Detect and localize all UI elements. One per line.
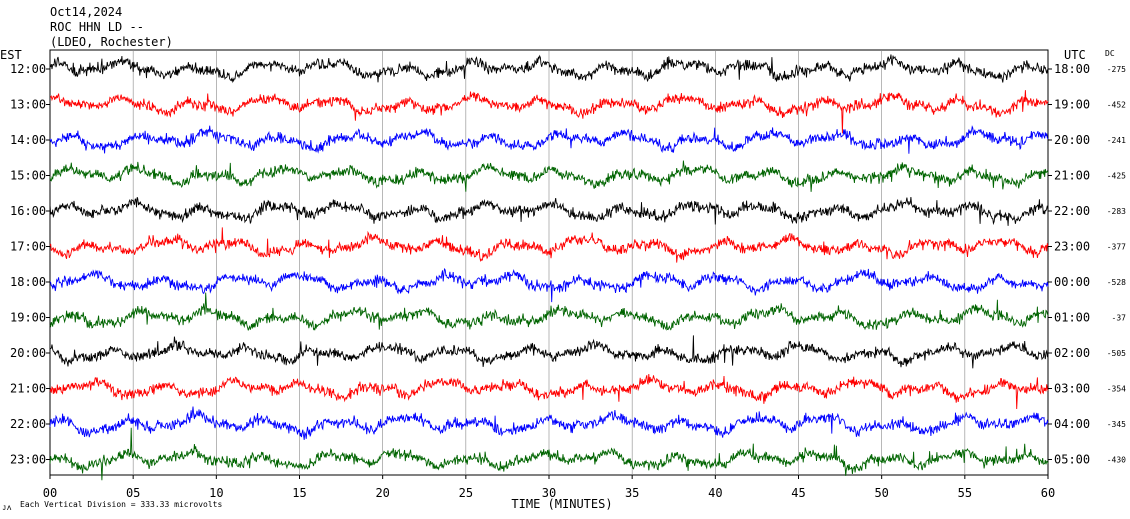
x-axis-title: TIME (MINUTES) [511,497,612,511]
utc-hour-label: 22:00 [1054,204,1090,218]
header-network: (LDEO, Rochester) [50,35,173,49]
x-tick-label: 40 [708,486,722,500]
est-hour-label: 15:00 [10,169,46,183]
dc-offset-label: -275 [1107,65,1126,74]
dc-offset-label: -528 [1107,278,1126,287]
utc-axis-title: UTC [1064,48,1086,62]
scale-note: Each Vertical Division = 333.33 microvol… [20,500,222,509]
dc-offset-label: -283 [1107,207,1126,216]
utc-hour-label: 03:00 [1054,382,1090,396]
x-tick-label: 25 [459,486,473,500]
utc-hour-label: 01:00 [1054,311,1090,325]
utc-hour-label: 05:00 [1054,453,1090,467]
x-tick-label: 20 [375,486,389,500]
x-tick-label: 10 [209,486,223,500]
trace-line [49,196,1049,226]
trace-lines [49,54,1049,481]
trace-line [49,160,1049,192]
scale-marker-icon: ᴊᴧ [2,503,12,512]
header-station: ROC HHN LD -- [50,20,144,34]
trace-line [49,427,1049,481]
est-hour-label: 18:00 [10,275,46,289]
est-hour-label: 22:00 [10,417,46,431]
trace-line [49,267,1049,303]
trace-line [49,406,1049,440]
row-labels: 12:00 18:00 -275 13:00 19:00 -452 14:00 20:00 -2… [10,62,1126,467]
utc-hour-label: 20:00 [1054,133,1090,147]
x-tick-label: 45 [791,486,805,500]
est-hour-label: 16:00 [10,204,46,218]
est-hour-label: 14:00 [10,133,46,147]
x-tick-label: 15 [292,486,306,500]
dc-offset-label: -425 [1107,172,1126,181]
trace-line [50,90,1049,134]
x-tick-label: 30 [542,486,556,500]
x-tick-label: 60 [1041,486,1055,500]
x-tick-label: 00 [43,486,57,500]
est-hour-label: 19:00 [10,311,46,325]
dc-offset-label: -354 [1107,385,1126,394]
est-hour-label: 13:00 [10,98,46,112]
est-axis-title: EST [0,48,22,62]
x-tick-label: 05 [126,486,140,500]
utc-hour-label: 00:00 [1054,275,1090,289]
dc-offset-label: -452 [1107,101,1126,110]
est-hour-label: 12:00 [10,62,46,76]
utc-hour-label: 04:00 [1054,417,1090,431]
dc-offset-label: -37 [1112,314,1127,323]
vertical-gridlines [132,50,966,475]
x-tick-label: 50 [874,486,888,500]
trace-line [49,125,1049,154]
utc-hour-label: 23:00 [1054,240,1090,254]
trace-line [49,373,1049,410]
est-hour-label: 17:00 [10,240,46,254]
utc-hour-label: 18:00 [1054,62,1090,76]
dc-offset-label: -505 [1107,349,1126,358]
header-date: Oct14,2024 [50,5,122,19]
est-hour-label: 20:00 [10,346,46,360]
utc-hour-label: 19:00 [1054,98,1090,112]
est-hour-label: 21:00 [10,382,46,396]
trace-line [49,54,1049,84]
utc-hour-label: 02:00 [1054,346,1090,360]
trace-line [49,335,1049,369]
x-tick-label: 55 [958,486,972,500]
trace-line [49,292,1049,331]
x-axis-ticks: 00 05 10 15 20 25 30 35 40 45 50 55 60 [43,475,1055,500]
x-tick-label: 35 [625,486,639,500]
dc-offset-label: -430 [1107,456,1126,465]
dc-offset-label: -345 [1107,420,1126,429]
dc-offset-label: -241 [1107,136,1126,145]
trace-line [49,227,1049,263]
est-hour-label: 23:00 [10,453,46,467]
utc-hour-label: 21:00 [1054,169,1090,183]
dc-offset-label: -377 [1107,243,1126,252]
dc-column-title: DC [1105,49,1115,58]
